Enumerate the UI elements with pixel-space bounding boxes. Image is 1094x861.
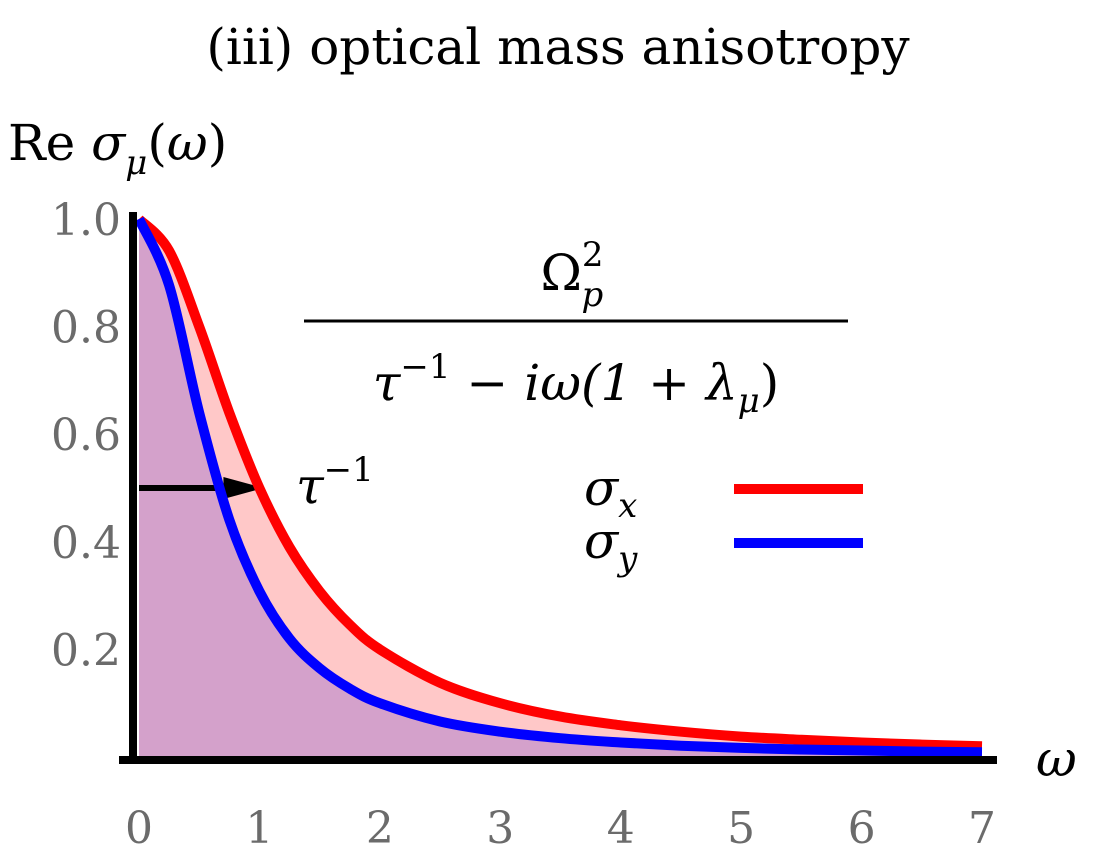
tau-arrow-head xyxy=(223,477,264,499)
drude-formula: Ω2 p τ−1 − iω(1 + λμ) xyxy=(304,235,848,421)
x-tick-label: 0 xyxy=(125,803,153,854)
area-series-1 xyxy=(139,219,982,757)
x-tick-label: 7 xyxy=(968,803,996,854)
line-series-0 xyxy=(135,215,983,752)
legend-label-sigma-x: σx xyxy=(584,459,637,526)
y-tick-label: 0.2 xyxy=(51,625,121,676)
y-tick-label: 1.0 xyxy=(51,195,121,246)
x-tick-label: 3 xyxy=(486,803,514,854)
x-tick-label: 4 xyxy=(607,803,635,854)
x-tick-label: 2 xyxy=(366,803,394,854)
y-tick-label: 0.8 xyxy=(51,303,121,354)
legend: σx σy xyxy=(584,459,863,579)
x-axis-label: ω xyxy=(1036,730,1077,788)
x-tick-label: 5 xyxy=(727,803,755,854)
x-tick-label: 1 xyxy=(245,803,273,854)
line-series-1 xyxy=(134,216,983,758)
y-tick-label: 0.4 xyxy=(51,518,121,569)
chart-title: (iii) optical mass anisotropy xyxy=(206,18,910,76)
formula-denominator: τ−1 − iω(1 + λμ) xyxy=(373,347,780,421)
y-tick-label: 0.6 xyxy=(51,410,121,461)
formula-numerator: Ω2 p xyxy=(540,235,603,315)
tau-inverse-annotation: τ−1 xyxy=(139,450,374,515)
x-tick-label: 6 xyxy=(848,803,876,854)
tau-inverse-label: τ−1 xyxy=(296,450,374,515)
y-axis-label: Re σμ(ω) xyxy=(8,114,227,183)
legend-label-sigma-y: σy xyxy=(584,512,638,579)
